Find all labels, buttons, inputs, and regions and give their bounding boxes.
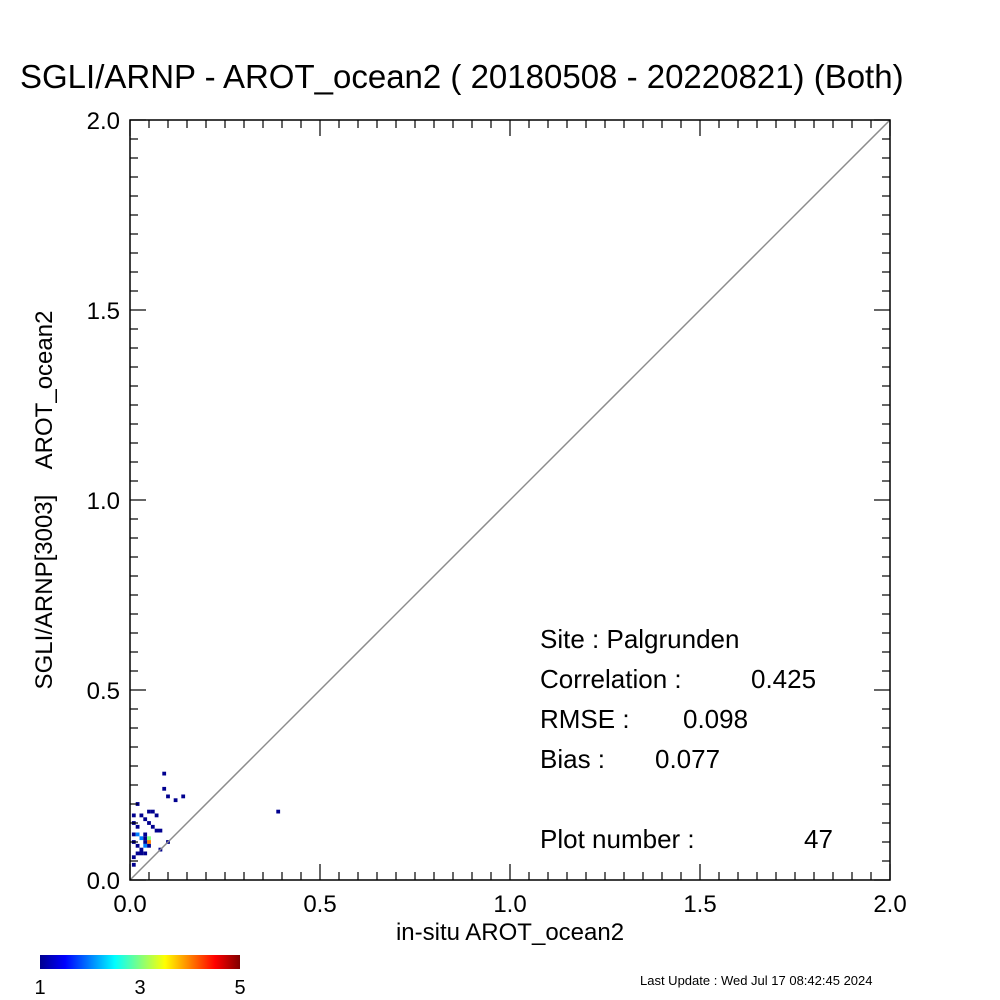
density-cell bbox=[143, 851, 148, 856]
stats-rmse-value: 0.098 bbox=[683, 704, 748, 734]
colorbar-gradient bbox=[40, 955, 240, 969]
x-axis-label: in-situ AROT_ocean2 bbox=[396, 919, 624, 946]
density-cell bbox=[131, 862, 136, 867]
stats-site: Site : Palgrunden bbox=[540, 624, 739, 654]
stats-bias-label: Bias : bbox=[540, 744, 605, 774]
density-cell bbox=[154, 813, 159, 818]
x-tick-label: 1.0 bbox=[493, 891, 526, 918]
density-cell bbox=[131, 813, 136, 818]
density-cell bbox=[143, 836, 148, 841]
density-cell bbox=[143, 843, 148, 848]
colorbar-label-mid: 3 bbox=[134, 977, 145, 999]
x-tick-label: 1.5 bbox=[683, 891, 716, 918]
last-update-text: Last Update : Wed Jul 17 08:42:45 2024 bbox=[640, 973, 872, 988]
stats-correlation-label: Correlation : bbox=[540, 664, 682, 694]
density-cell bbox=[166, 794, 170, 799]
density-cell bbox=[147, 840, 151, 844]
colorbar: 1 3 5 bbox=[34, 955, 246, 999]
y-tick-label: 2.0 bbox=[87, 108, 120, 135]
density-cell bbox=[139, 836, 144, 841]
x-tick-label: 0.0 bbox=[113, 891, 146, 918]
density-cell bbox=[147, 809, 151, 814]
density-cell bbox=[158, 828, 163, 833]
density-cell bbox=[131, 832, 136, 837]
y-tick-label: 1.0 bbox=[87, 488, 120, 515]
x-tick-label: 2.0 bbox=[873, 891, 906, 918]
density-cell bbox=[150, 824, 155, 829]
one-to-one-line bbox=[129, 119, 891, 881]
density-cell bbox=[139, 813, 144, 818]
chart-title: SGLI/ARNP - AROT_ocean2 ( 20180508 - 202… bbox=[20, 58, 904, 95]
density-cell bbox=[181, 794, 186, 799]
x-tick-label: 0.5 bbox=[303, 891, 336, 918]
y-tick-label: 1.5 bbox=[87, 298, 120, 325]
density-cell bbox=[276, 809, 281, 814]
density-cell bbox=[147, 821, 151, 825]
stats-rmse-label: RMSE : bbox=[540, 704, 630, 734]
density-cell bbox=[143, 840, 148, 844]
stats-bias-value: 0.077 bbox=[655, 744, 720, 774]
density-cell bbox=[147, 836, 151, 841]
density-cell bbox=[150, 809, 155, 814]
y-axis-label: SGLI/ARNP[3003] AROT_ocean2 bbox=[31, 311, 58, 690]
density-cell bbox=[143, 817, 148, 822]
stats-correlation-value: 0.425 bbox=[751, 664, 816, 694]
stats-plot-number-value: 47 bbox=[804, 824, 833, 854]
y-tick-labels: 0.0 0.5 1.0 1.5 2.0 bbox=[87, 108, 120, 895]
colorbar-label-min: 1 bbox=[34, 977, 45, 999]
y-tick-label: 0.0 bbox=[87, 868, 120, 895]
density-cell bbox=[162, 771, 167, 776]
density-cell bbox=[135, 851, 140, 856]
density-cell bbox=[131, 855, 136, 860]
density-cell bbox=[162, 786, 167, 791]
stats-plot-number-label: Plot number : bbox=[540, 824, 695, 854]
colorbar-label-max: 5 bbox=[234, 977, 245, 999]
density-cell bbox=[139, 847, 144, 852]
density-cells bbox=[131, 771, 281, 867]
axis-ticks bbox=[129, 119, 891, 881]
density-cell bbox=[154, 828, 159, 833]
density-cell bbox=[135, 832, 140, 837]
density-cell bbox=[173, 798, 178, 803]
plot-frame bbox=[129, 119, 891, 881]
y-tick-label: 0.5 bbox=[87, 678, 120, 705]
density-cell bbox=[135, 824, 140, 829]
density-cell bbox=[143, 832, 148, 837]
x-tick-labels: 0.0 0.5 1.0 1.5 2.0 bbox=[113, 891, 906, 918]
density-cell bbox=[147, 843, 151, 848]
density-cell bbox=[139, 851, 144, 856]
density-cell bbox=[135, 843, 140, 848]
stats-box: Site : Palgrunden Correlation : 0.425 RM… bbox=[540, 624, 833, 854]
